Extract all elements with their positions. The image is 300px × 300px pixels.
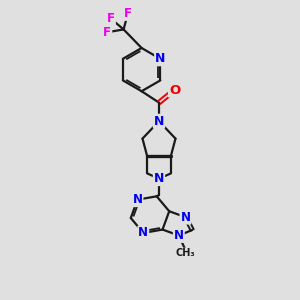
- Text: CH₃: CH₃: [176, 248, 195, 259]
- Text: O: O: [169, 83, 180, 97]
- Text: N: N: [174, 229, 184, 242]
- Text: F: F: [107, 12, 115, 25]
- Text: F: F: [124, 7, 132, 20]
- Text: N: N: [138, 226, 148, 239]
- Text: N: N: [155, 52, 166, 65]
- Text: N: N: [154, 172, 164, 185]
- Text: N: N: [181, 211, 190, 224]
- Text: F: F: [103, 26, 111, 39]
- Text: N: N: [133, 193, 142, 206]
- Text: N: N: [154, 115, 164, 128]
